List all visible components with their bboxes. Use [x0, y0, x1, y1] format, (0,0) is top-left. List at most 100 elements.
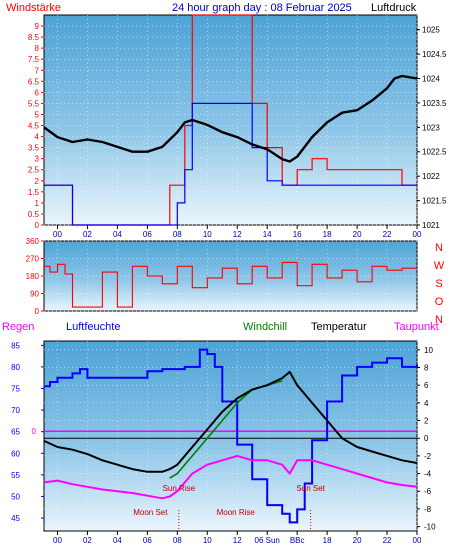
pressure-tick-label: 1021.5: [422, 197, 447, 206]
wind-tick-label: 4.5: [28, 122, 40, 131]
pressure-tick-label: 1022.5: [422, 148, 447, 157]
wind-tick-label: 5.5: [28, 99, 40, 108]
wind-tick-label: 7.5: [28, 55, 40, 64]
hour-tick-label: 08: [173, 230, 182, 239]
hour-ticks-top: 00 02 04 06 08 10 12 14 16 18 20 22 00: [53, 225, 422, 239]
hour-tick-label: 22: [383, 230, 392, 239]
pressure-axis-title: Luftdruck: [371, 2, 417, 14]
hour-ticks-bottom: 00 02 04 06 08 10 12 06 Sun BBc 18 20 22 00: [53, 531, 422, 545]
humidity-header: Luftfeuchte: [66, 321, 120, 333]
temperature-tick-label: 0: [424, 434, 429, 443]
humidity-series: [44, 348, 418, 524]
sun-moon-annotations: 0 Sun Rise Sun Set Moon Set Moon Rise: [32, 427, 326, 531]
wind-speed-ticks: 0 0.5 1 1.5 2 2.5 3 3.5 4 4.5 5 5.5 6 6.5 7 7.5 8 8.5 9: [28, 22, 44, 230]
wind-direction-series: [44, 261, 417, 308]
pressure-tick-label: 1024: [422, 74, 440, 83]
temperature-header: Temperatur: [311, 321, 367, 333]
wind-axis-title: Windstärke: [6, 2, 61, 14]
pressure-tick-label: 1025: [422, 26, 440, 35]
hour-tick-label: BBc: [290, 536, 305, 545]
pressure-tick-label: 1023.5: [422, 99, 447, 108]
hour-tick-label: 10: [203, 536, 212, 545]
temperature-ticks: -10 -8 -6 -4 -2 0 2 4 6 8 10: [417, 346, 436, 532]
wind-tick-label: 1: [35, 199, 40, 208]
temperature-tick-label: 4: [424, 399, 429, 408]
hour-tick-label: 00: [413, 536, 422, 545]
hour-tick-label: 00: [53, 230, 62, 239]
temperature-tick-label: -4: [424, 470, 432, 479]
hour-tick-label: 22: [383, 536, 392, 545]
hour-tick-label: 18: [323, 536, 332, 545]
temperature-tick-label: 2: [424, 417, 429, 426]
wind-tick-label: 0.5: [28, 210, 40, 219]
hour-tick-label: 14: [263, 230, 272, 239]
dewpoint-header: Taupunkt: [394, 321, 439, 333]
wind-tick-label: 5: [35, 110, 40, 119]
rain-value-label: 0: [32, 427, 37, 436]
windchill-header: Windchill: [243, 321, 287, 333]
wind-pressure-plot-area: [43, 14, 418, 226]
hour-tick-label: 20: [353, 536, 362, 545]
hour-tick-label: 10: [203, 230, 212, 239]
compass-label: O: [435, 296, 444, 308]
wind-pressure-series: [43, 14, 418, 226]
humidity-tick-label: 50: [11, 492, 20, 501]
sun-moon-label: Moon Rise: [217, 508, 256, 517]
pressure-tick-label: 1021: [422, 221, 440, 230]
sun-moon-label: Sun Rise: [163, 484, 196, 493]
pressure-tick-label: 1022: [422, 172, 440, 181]
wind-tick-label: 2.5: [28, 166, 40, 175]
wind-direction-series: [44, 261, 417, 308]
wind-average-series: [44, 102, 417, 226]
wind-tick-label: 0: [35, 221, 40, 230]
hour-tick-label: 12: [233, 230, 242, 239]
direction-degree-ticks: 0 90 180 270 360: [26, 237, 44, 316]
hour-tick-label: 00: [413, 230, 422, 239]
wind-tick-label: 3: [35, 155, 40, 164]
compass-label: N: [435, 314, 443, 326]
graph-title: 24 hour graph day : 08 Februar 2025: [172, 2, 352, 14]
temperature-humidity-series: [43, 348, 418, 524]
temperature-humidity-panel: 0 Sun Rise Sun Set Moon Set Moon Rise 45 50 55…: [11, 340, 436, 545]
compass-label: S: [435, 278, 442, 290]
hour-tick-label: 06: [143, 230, 152, 239]
hour-tick-label: 08: [173, 536, 182, 545]
direction-tick-label: 360: [26, 237, 40, 246]
wind-tick-label: 2: [35, 177, 40, 186]
wind-tick-label: 6.5: [28, 77, 40, 86]
sun-moon-label: Sun Set: [296, 484, 325, 493]
pressure-tick-label: 1024.5: [422, 50, 447, 59]
wind-tick-label: 8: [35, 44, 40, 53]
direction-tick-label: 90: [30, 290, 39, 299]
sun-moon-label: Moon Set: [133, 508, 168, 517]
wind-tick-label: 4: [35, 133, 40, 142]
compass-label: N: [435, 242, 443, 254]
temperature-tick-label: -6: [424, 487, 432, 496]
wind-tick-label: 7: [35, 66, 40, 75]
temperature-tick-label: 10: [424, 346, 433, 355]
temperature-humidity-grid: [44, 341, 418, 531]
wind-pressure-panel: 0 0.5 1 1.5 2 2.5 3 3.5 4 4.5 5 5.5 6 6.5 7 7.5 8 8.5 9 10…: [28, 14, 447, 239]
humidity-tick-label: 70: [11, 406, 20, 415]
pressure-series: [43, 74, 418, 163]
temperature-tick-label: -8: [424, 505, 432, 514]
pressure-tick-label: 1023: [422, 123, 440, 132]
wind-tick-label: 3.5: [28, 144, 40, 153]
humidity-tick-label: 85: [11, 341, 20, 350]
hour-tick-label: 16: [293, 230, 302, 239]
wind-tick-label: 1.5: [28, 188, 40, 197]
temperature-tick-label: -10: [424, 523, 436, 532]
temperature-tick-label: 8: [424, 364, 429, 373]
wind-tick-label: 6: [35, 88, 40, 97]
hour-tick-label: 04: [113, 536, 122, 545]
humidity-tick-label: 45: [11, 514, 20, 523]
direction-tick-label: 0: [35, 307, 40, 316]
wind-tick-label: 8.5: [28, 33, 40, 42]
temperature-series: [43, 370, 418, 473]
hour-tick-label: 02: [83, 230, 92, 239]
humidity-tick-label: 55: [11, 471, 20, 480]
humidity-tick-label: 65: [11, 428, 20, 437]
